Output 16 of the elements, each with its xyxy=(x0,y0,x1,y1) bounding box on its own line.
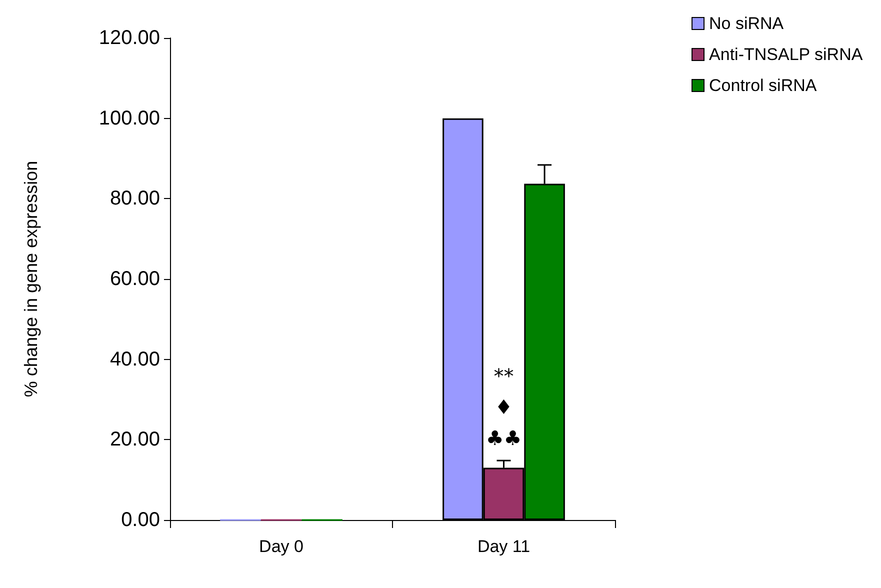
y-tick-label: 60.00 xyxy=(110,268,160,290)
legend-label: No siRNA xyxy=(709,14,784,33)
legend-label: Control siRNA xyxy=(709,76,818,95)
x-tick-label: Day 0 xyxy=(259,537,304,556)
y-tick-label: 40.00 xyxy=(110,348,160,370)
y-tick-label: 20.00 xyxy=(110,428,160,451)
y-tick-label: 100.00 xyxy=(98,107,160,130)
y-tick-label: 0.00 xyxy=(121,509,160,531)
y-tick-label: 80.00 xyxy=(110,188,160,210)
y-tick-label: 120.00 xyxy=(98,27,160,49)
annotation: ** xyxy=(494,364,514,388)
x-tick-label: Day 11 xyxy=(477,537,530,556)
y-axis-title: % change in gene expression xyxy=(21,160,41,398)
annotation: ♦ xyxy=(494,395,513,419)
annotation: ♣♣ xyxy=(486,426,522,450)
legend-label: Anti-TNSALP siRNA xyxy=(709,45,864,64)
